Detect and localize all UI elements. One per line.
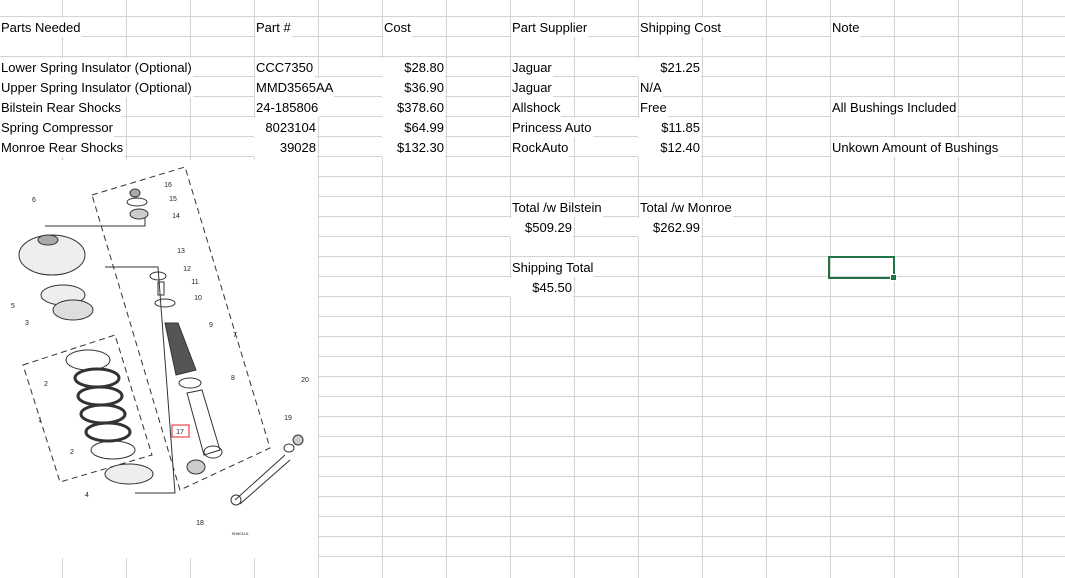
diagram-part-label: 19 <box>284 415 292 422</box>
diagram-part-label: 12 <box>183 266 191 273</box>
coil-spring <box>65 349 154 485</box>
total-bilstein-label[interactable]: Total /w Bilstein <box>511 198 603 217</box>
diagram-part-label: 7 <box>233 332 237 339</box>
shock-group-outline <box>91 166 271 491</box>
cell-part-no[interactable]: 24-185806 <box>255 98 320 117</box>
cell-note[interactable]: Unkown Amount of Bushings <box>831 138 1000 157</box>
cell-cost[interactable]: $378.60 <box>382 98 445 117</box>
cell-part-no[interactable]: CCC7350 <box>255 58 315 77</box>
fill-handle[interactable] <box>890 274 897 281</box>
diagram-part-label: 6 <box>32 197 36 204</box>
header-note[interactable]: Note <box>831 18 861 37</box>
diagram-part-label: 2 <box>44 381 48 388</box>
total-monroe-label[interactable]: Total /w Monroe <box>639 198 733 217</box>
header-parts-needed[interactable]: Parts Needed <box>0 18 82 37</box>
diagram-part-label: 1 <box>38 417 42 424</box>
cell-shipping[interactable]: N/A <box>639 78 663 97</box>
diagram-part-label: 17 <box>176 429 184 436</box>
header-part-supplier[interactable]: Part Supplier <box>511 18 589 37</box>
cell-part[interactable]: Upper Spring Insulator (Optional) <box>0 78 193 97</box>
cell-supplier[interactable]: Princess Auto <box>511 118 593 137</box>
cell-part-no[interactable]: MMD3565AA <box>255 78 335 97</box>
diagram-part-label: 20 <box>301 377 309 384</box>
leader-line <box>45 218 146 227</box>
shock-absorber-diagram-image[interactable]: 16 15 14 6 13 12 11 10 9 7 8 20 19 17 2 1 2 5 3 4 18 SH6011A <box>0 160 318 558</box>
header-cost[interactable]: Cost <box>383 18 412 37</box>
diagram-part-label: 11 <box>191 279 198 286</box>
highlight-box <box>171 424 190 438</box>
mounting-bolt <box>234 454 291 505</box>
diagram-part-label: 2 <box>70 449 74 456</box>
dust-boot <box>164 322 197 376</box>
diagram-part-label: 13 <box>177 248 185 255</box>
cell-part[interactable]: Lower Spring Insulator (Optional) <box>0 58 193 77</box>
diagram-code: SH6011A <box>232 531 249 536</box>
cell-shipping[interactable]: $12.40 <box>638 138 701 157</box>
cell-shipping[interactable]: $11.85 <box>638 118 701 137</box>
cell-cost[interactable]: $28.80 <box>382 58 445 77</box>
cell-part[interactable]: Monroe Rear Shocks <box>0 138 125 157</box>
total-monroe-value[interactable]: $262.99 <box>638 218 701 237</box>
header-shipping-cost[interactable]: Shipping Cost <box>639 18 722 37</box>
cell-supplier[interactable]: Jaguar <box>511 78 553 97</box>
diagram-part-label: 18 <box>196 520 204 527</box>
selected-cell[interactable] <box>828 256 897 281</box>
diagram-part-label: 16 <box>164 182 172 189</box>
total-bilstein-value[interactable]: $509.29 <box>510 218 573 237</box>
diagram-part-label: 5 <box>11 303 15 310</box>
cell-supplier[interactable]: Jaguar <box>511 58 553 77</box>
cell-supplier[interactable]: RockAuto <box>511 138 570 157</box>
cell-cost[interactable]: $132.30 <box>382 138 445 157</box>
cell-part[interactable]: Spring Compressor <box>0 118 114 137</box>
diagram-part-label: 10 <box>194 295 202 302</box>
shipping-total-label[interactable]: Shipping Total <box>511 258 595 277</box>
cell-part-no[interactable]: 39028 <box>254 138 317 157</box>
diagram-part-label: 9 <box>209 322 213 329</box>
cell-part[interactable]: Bilstein Rear Shocks <box>0 98 122 117</box>
spring-group-outline <box>22 334 153 483</box>
cell-supplier[interactable]: Allshock <box>511 98 562 117</box>
cell-shipping[interactable]: Free <box>639 98 668 117</box>
cell-note[interactable]: All Bushings Included <box>831 98 958 117</box>
diagram-part-label: 3 <box>25 320 29 327</box>
insulator-seat <box>52 299 94 321</box>
diagram-part-label: 8 <box>231 375 235 382</box>
diagram-part-label: 15 <box>169 196 177 203</box>
bushing <box>186 459 206 475</box>
cell-part-no[interactable]: 8023104 <box>254 118 317 137</box>
leader-line <box>105 266 176 494</box>
shock-body <box>186 389 221 456</box>
cell-cost[interactable]: $64.99 <box>382 118 445 137</box>
cell-shipping[interactable]: $21.25 <box>638 58 701 77</box>
diagram-part-label: 4 <box>85 492 89 499</box>
diagram-part-label: 14 <box>172 213 180 220</box>
shipping-total-value[interactable]: $45.50 <box>510 278 573 297</box>
header-part-number[interactable]: Part # <box>255 18 292 37</box>
cell-cost[interactable]: $36.90 <box>382 78 445 97</box>
